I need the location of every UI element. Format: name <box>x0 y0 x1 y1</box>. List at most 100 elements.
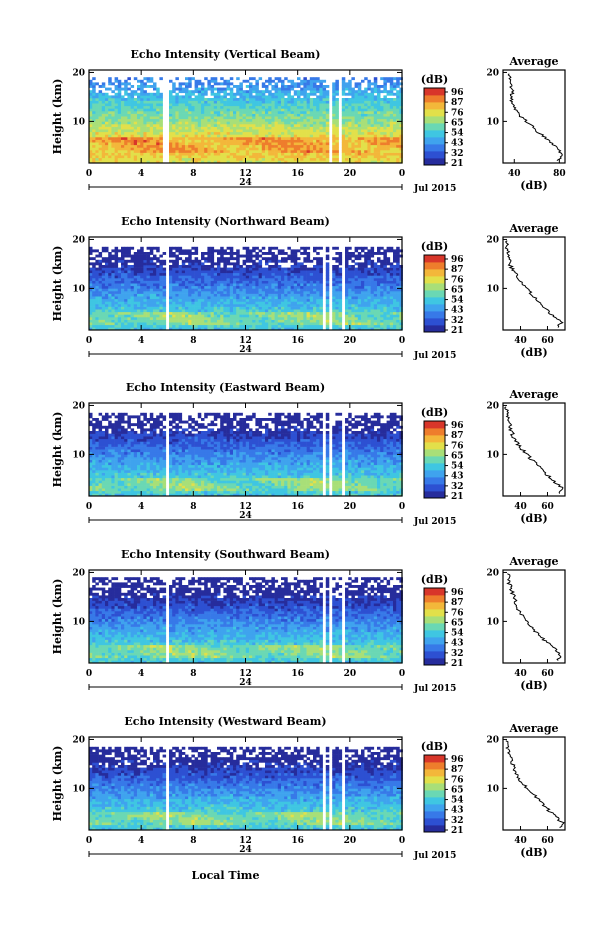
heatmap-cell <box>124 285 128 289</box>
heatmap-cell <box>261 144 266 148</box>
heatmap-cell <box>121 324 125 328</box>
heatmap-cell <box>319 87 323 91</box>
heatmap-cell <box>373 100 378 104</box>
heatmap-cell <box>105 246 109 250</box>
heatmap-cell <box>127 111 131 114</box>
heatmap-cell <box>169 246 173 250</box>
heatmap-cell <box>252 147 256 151</box>
heatmap-cell <box>271 142 275 146</box>
heatmap-cell <box>258 134 263 138</box>
heatmap-cell <box>245 272 250 276</box>
heatmap-cell <box>89 275 93 279</box>
heatmap-cell <box>143 314 147 318</box>
heatmap-cell <box>386 113 391 117</box>
heatmap-cell <box>207 160 211 164</box>
heatmap-cell <box>290 301 295 305</box>
heatmap-cell <box>252 160 256 164</box>
heatmap-cell <box>197 324 202 328</box>
heatmap-cell <box>105 92 109 96</box>
heatmap-cell <box>332 139 336 143</box>
heatmap-cell <box>242 280 247 284</box>
heatmap-cell <box>303 121 307 125</box>
average-y-tick-label: 20 <box>486 68 499 78</box>
heatmap-cell <box>108 314 112 318</box>
heatmap-cell <box>137 85 141 88</box>
heatmap-cell <box>217 100 221 104</box>
heatmap-cell <box>268 129 272 133</box>
heatmap-cell <box>124 298 128 302</box>
heatmap-cell <box>111 100 115 104</box>
heatmap-cell <box>181 262 186 266</box>
heatmap-cell <box>143 126 147 130</box>
heatmap-cell <box>293 275 298 279</box>
heatmap-cell <box>335 147 339 151</box>
heatmap-cell <box>114 126 119 130</box>
heatmap-cell <box>137 252 141 255</box>
heatmap-cell <box>149 257 154 261</box>
heatmap-cell <box>101 301 106 305</box>
heatmap-cell <box>370 142 375 146</box>
heatmap-cell <box>229 301 234 305</box>
heatmap-cell <box>105 270 109 274</box>
heatmap-cell <box>92 147 96 151</box>
heatmap-cell <box>188 111 192 114</box>
heatmap-cell <box>98 105 103 109</box>
heatmap-cell <box>210 90 215 94</box>
heatmap-cell <box>261 283 266 287</box>
heatmap-cell <box>309 285 314 289</box>
heatmap-cell <box>284 111 288 114</box>
heatmap-cell <box>121 129 125 133</box>
heatmap-cell <box>303 137 307 140</box>
heatmap-cell <box>207 124 211 127</box>
heatmap-cell <box>194 142 199 146</box>
heatmap-cell <box>386 111 391 114</box>
heatmap-cell <box>213 319 218 323</box>
heatmap-cell <box>357 126 362 130</box>
heatmap-cell <box>284 121 288 125</box>
heatmap-cell <box>111 90 115 94</box>
heatmap-cell <box>127 134 131 138</box>
heatmap-cell <box>191 246 195 250</box>
heatmap-cell <box>258 137 263 140</box>
heatmap-cell <box>114 92 119 96</box>
heatmap-cell <box>281 257 285 261</box>
heatmap-cell <box>185 126 189 130</box>
heatmap-cell <box>236 85 240 88</box>
heatmap-cell <box>236 252 240 255</box>
heatmap-cell <box>197 118 202 122</box>
heatmap-cell <box>233 252 237 255</box>
heatmap-cell <box>284 152 288 156</box>
heatmap-cell <box>207 139 211 143</box>
heatmap-cell <box>92 296 96 300</box>
date-label: 24 <box>239 178 252 188</box>
heatmap-cell <box>185 108 189 112</box>
heatmap-cell <box>351 103 355 107</box>
heatmap-cell <box>89 144 93 148</box>
heatmap-cell <box>277 285 282 289</box>
heatmap-cell <box>191 278 195 281</box>
heatmap-cell <box>197 306 202 310</box>
heatmap-cell <box>271 322 275 326</box>
heatmap-cell <box>153 126 157 130</box>
heatmap-cell <box>265 134 269 138</box>
heatmap-cell <box>255 121 259 125</box>
heatmap-cell <box>159 291 163 294</box>
heatmap-cell <box>274 278 279 281</box>
heatmap-cell <box>367 126 371 130</box>
colorbar-tick-label: 87 <box>451 98 464 108</box>
heatmap-cell <box>172 108 176 112</box>
heatmap-cell <box>265 95 269 99</box>
heatmap-cell <box>121 301 125 305</box>
heatmap-cell <box>117 259 122 263</box>
heatmap-cell <box>133 111 138 114</box>
heatmap-cell <box>197 285 202 289</box>
heatmap-cell <box>207 309 211 313</box>
heatmap-cell <box>354 147 359 151</box>
heatmap-cell <box>265 314 269 318</box>
heatmap-cell <box>252 309 256 313</box>
heatmap-cell <box>229 288 234 292</box>
heatmap-cell <box>249 322 253 326</box>
heatmap-cell <box>361 105 365 109</box>
heatmap-cell <box>98 272 103 276</box>
heatmap-cell <box>249 95 253 99</box>
